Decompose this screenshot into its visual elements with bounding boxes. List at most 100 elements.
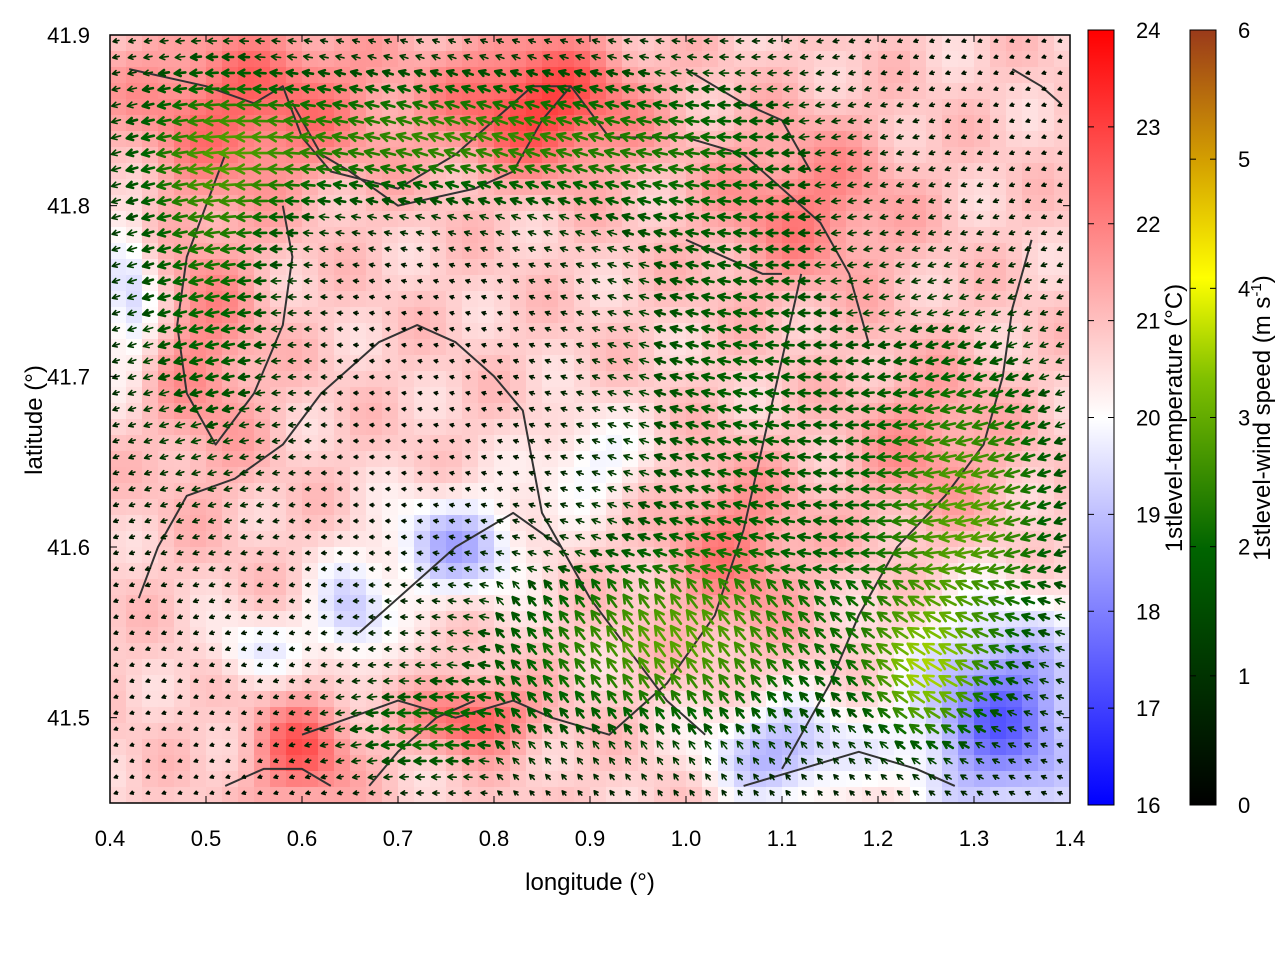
temperature-cell xyxy=(142,579,159,596)
wind-arrow xyxy=(497,438,503,444)
temperature-cell xyxy=(670,259,687,276)
wind-arrow xyxy=(127,405,137,412)
wind-arrow xyxy=(513,390,519,396)
temperature-cell xyxy=(462,627,479,644)
temperature-cell xyxy=(990,771,1007,788)
temperature-cell xyxy=(1006,259,1023,276)
wind-arrow xyxy=(317,68,331,78)
temperature-cell xyxy=(334,291,351,308)
temperature-cell xyxy=(878,307,895,324)
temperature-cell xyxy=(430,659,447,676)
temperature-cell xyxy=(542,339,559,356)
wind-arrow xyxy=(496,38,504,45)
wind-arrow xyxy=(369,342,375,348)
wind-arrow xyxy=(449,278,455,284)
wind-arrow xyxy=(449,422,455,428)
temperature-cell xyxy=(254,771,271,788)
temperature-cell xyxy=(334,387,351,404)
wind-arrow xyxy=(113,774,119,779)
temperature-cell xyxy=(462,403,479,420)
wind-arrow xyxy=(111,101,121,109)
wind-arrow xyxy=(176,550,184,556)
temperature-cell xyxy=(574,307,591,324)
wind-arrow xyxy=(156,116,172,126)
temperature-cell xyxy=(318,787,335,803)
temperature-cell xyxy=(254,435,271,452)
wind-arrow xyxy=(558,69,570,78)
wind-arrow xyxy=(444,724,460,735)
wind-arrow xyxy=(507,147,525,159)
wind-arrow xyxy=(320,422,328,428)
temperature-cell xyxy=(238,659,255,676)
temperature-cell xyxy=(846,99,863,116)
temperature-cell xyxy=(1054,675,1070,692)
wind-arrow xyxy=(304,726,312,732)
wind-arrow xyxy=(400,566,408,572)
wind-arrow xyxy=(221,356,235,366)
wind-arrow xyxy=(161,726,167,731)
temperature-cell xyxy=(990,227,1007,244)
wind-arrow xyxy=(188,276,204,286)
temperature-cell xyxy=(462,387,479,404)
temperature-cell xyxy=(318,387,335,404)
wind-arrow xyxy=(448,38,456,45)
wind-arrow xyxy=(193,678,199,683)
wind-arrow xyxy=(255,485,265,492)
temperature-cell xyxy=(478,675,495,692)
temperature-cell xyxy=(1022,771,1039,788)
wind-arrow xyxy=(320,326,328,332)
temperature-cell xyxy=(622,387,639,404)
temperature-cell xyxy=(846,243,863,260)
temperature-cell xyxy=(670,275,687,292)
wind-arrow xyxy=(559,246,569,253)
temperature-cell xyxy=(318,243,335,260)
wind-arrow xyxy=(234,179,254,191)
temperature-cell xyxy=(350,371,367,388)
temperature-cell xyxy=(238,643,255,660)
wind-arrow xyxy=(186,163,206,175)
temperature-cell xyxy=(398,595,415,612)
temperature-cell xyxy=(462,467,479,484)
wind-arrow xyxy=(174,53,186,61)
wind-arrow xyxy=(560,374,568,380)
temperature-cell xyxy=(254,531,271,548)
wind-arrow xyxy=(288,518,296,524)
wind-arrow xyxy=(336,582,344,588)
wind-arrow xyxy=(385,486,391,492)
wind-arrow xyxy=(369,358,375,364)
temperature-cell xyxy=(894,291,911,308)
temperature-cell xyxy=(494,387,511,404)
wind-arrow xyxy=(159,421,169,429)
temperature-cell xyxy=(318,643,335,660)
temperature-cell xyxy=(142,403,159,420)
wind-arrow xyxy=(400,246,408,252)
temperature-cell xyxy=(638,435,655,452)
wind-arrow xyxy=(430,661,442,669)
wind-arrow xyxy=(544,374,552,380)
wind-arrow xyxy=(479,773,489,781)
temperature-cell xyxy=(510,227,527,244)
temperature-cell xyxy=(222,659,239,676)
temperature-cell xyxy=(206,627,223,644)
wind-arrow xyxy=(496,773,504,781)
temperature-cell xyxy=(382,371,399,388)
wind-arrow xyxy=(141,276,155,286)
temperature-cell xyxy=(814,179,831,196)
wind-arrow xyxy=(267,163,285,175)
temperature-cell xyxy=(622,323,639,340)
temperature-cell xyxy=(142,739,159,756)
wind-arrow xyxy=(257,774,263,779)
wind-arrow xyxy=(511,213,521,221)
wind-arrow xyxy=(240,598,248,604)
wind-arrow xyxy=(492,100,508,110)
temperature-cell xyxy=(590,499,607,516)
temperature-cell xyxy=(302,355,319,372)
wind-arrow xyxy=(129,678,135,683)
temperature-cell xyxy=(1054,51,1070,68)
wind-arrow xyxy=(255,37,265,45)
wind-arrow xyxy=(191,469,201,477)
wind-arrow xyxy=(335,53,345,61)
wind-arrow xyxy=(481,326,487,332)
wind-arrow xyxy=(304,774,312,780)
temperature-cell xyxy=(414,243,431,260)
